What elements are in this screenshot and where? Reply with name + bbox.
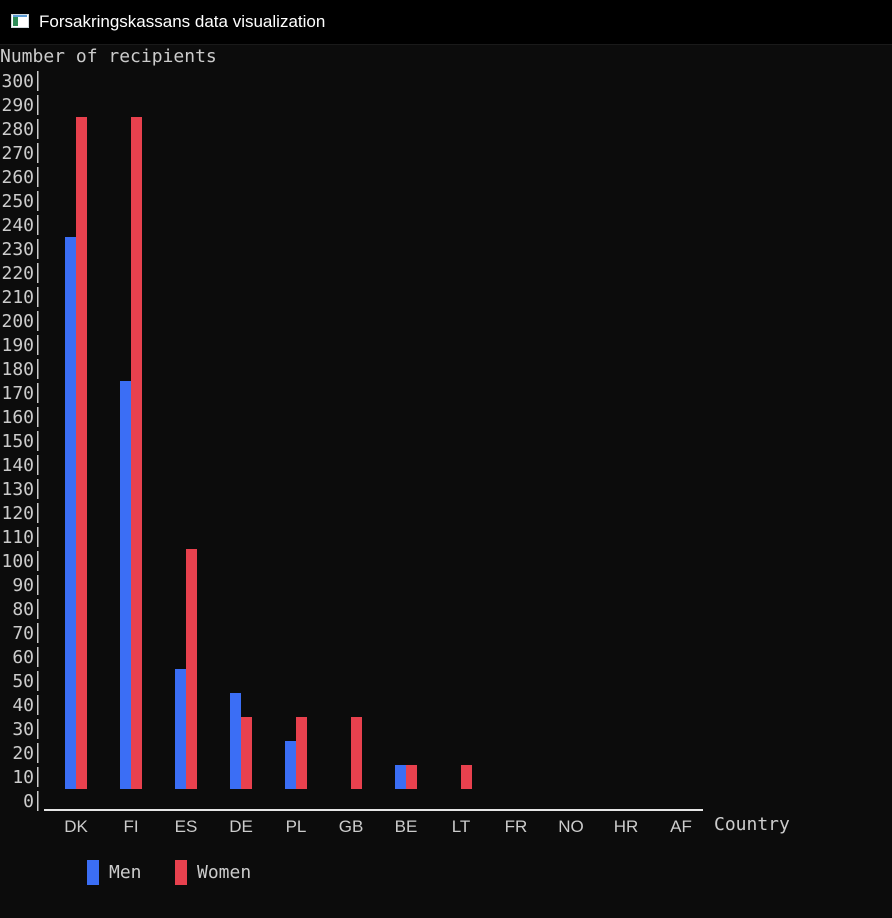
y-tick-mark <box>37 791 39 811</box>
y-tick-mark <box>37 167 39 187</box>
y-tick-mark <box>37 599 39 619</box>
y-tick-mark <box>37 359 39 379</box>
y-tick-mark <box>37 311 39 331</box>
app-window-icon <box>11 14 29 28</box>
bar-women-dk <box>76 117 87 789</box>
y-tick-mark <box>37 719 39 739</box>
y-tick-mark <box>37 527 39 547</box>
y-tick-label: 40 <box>12 695 34 716</box>
y-tick-mark <box>37 287 39 307</box>
x-tick-label: LT <box>452 817 471 836</box>
y-tick-label: 100 <box>1 551 34 572</box>
y-tick-label: 60 <box>12 647 34 668</box>
y-tick-label: 200 <box>1 311 34 332</box>
y-tick-mark <box>37 191 39 211</box>
y-tick-mark <box>37 71 39 91</box>
bar-women-be <box>406 765 417 789</box>
y-tick-mark <box>37 743 39 763</box>
y-tick-mark <box>37 263 39 283</box>
y-tick-label: 180 <box>1 359 34 380</box>
y-tick-label: 250 <box>1 191 34 212</box>
y-tick-label: 0 <box>23 791 34 812</box>
legend-swatch-men <box>87 860 99 885</box>
bar-men-be <box>395 765 406 789</box>
y-tick-label: 150 <box>1 431 34 452</box>
x-tick-label: HR <box>614 817 639 836</box>
y-tick-mark <box>37 479 39 499</box>
x-tick-label: DE <box>229 817 253 836</box>
y-tick-label: 270 <box>1 143 34 164</box>
legend-label-women: Women <box>197 862 252 883</box>
x-tick-label: NO <box>558 817 584 836</box>
y-tick-label: 90 <box>12 575 34 596</box>
legend-label-men: Men <box>109 862 142 883</box>
bar-women-pl <box>296 717 307 789</box>
y-tick-mark <box>37 383 39 403</box>
y-tick-label: 160 <box>1 407 34 428</box>
y-tick-label: 20 <box>12 743 34 764</box>
y-tick-mark <box>37 695 39 715</box>
y-tick-label: 240 <box>1 215 34 236</box>
x-tick-label: PL <box>286 817 307 836</box>
bar-women-es <box>186 549 197 789</box>
y-tick-mark <box>37 671 39 691</box>
bar-women-fi <box>131 117 142 789</box>
x-tick-label: AF <box>670 817 692 836</box>
y-tick-label: 280 <box>1 119 34 140</box>
x-tick-label: GB <box>339 817 364 836</box>
y-tick-label: 30 <box>12 719 34 740</box>
y-tick-label: 120 <box>1 503 34 524</box>
y-tick-mark <box>37 623 39 643</box>
y-tick-label: 140 <box>1 455 34 476</box>
y-tick-mark <box>37 647 39 667</box>
y-tick-mark <box>37 503 39 523</box>
title-bar[interactable]: Forsakringskassans data visualization <box>0 0 892 45</box>
window-title: Forsakringskassans data visualization <box>39 12 326 31</box>
y-tick-mark <box>37 335 39 355</box>
y-tick-mark <box>37 239 39 259</box>
y-tick-label: 50 <box>12 671 34 692</box>
y-tick-label: 130 <box>1 479 34 500</box>
y-tick-label: 290 <box>1 95 34 116</box>
x-axis-line <box>44 809 703 811</box>
y-tick-label: 190 <box>1 335 34 356</box>
x-tick-label: BE <box>395 817 418 836</box>
bar-men-pl <box>285 741 296 789</box>
y-tick-label: 10 <box>12 767 34 788</box>
y-tick-mark <box>37 575 39 595</box>
y-tick-mark <box>37 407 39 427</box>
bar-women-lt <box>461 765 472 789</box>
x-tick-label: FR <box>505 817 528 836</box>
y-tick-label: 80 <box>12 599 34 620</box>
y-tick-mark <box>37 431 39 451</box>
legend-swatch-women <box>175 860 187 885</box>
y-tick-label: 230 <box>1 239 34 260</box>
x-axis-label: Country <box>714 814 790 835</box>
bar-men-fi <box>120 381 131 789</box>
x-tick-label: FI <box>123 817 138 836</box>
bar-men-es <box>175 669 186 789</box>
bar-women-gb <box>351 717 362 789</box>
y-tick-label: 260 <box>1 167 34 188</box>
y-tick-label: 210 <box>1 287 34 308</box>
y-tick-label: 220 <box>1 263 34 284</box>
x-tick-label: DK <box>64 817 88 836</box>
x-tick-label: ES <box>175 817 198 836</box>
y-tick-mark <box>37 215 39 235</box>
y-tick-mark <box>37 119 39 139</box>
y-tick-label: 300 <box>1 71 34 92</box>
bar-men-dk <box>65 237 76 789</box>
y-tick-mark <box>37 95 39 115</box>
bar-women-de <box>241 717 252 789</box>
y-tick-label: 170 <box>1 383 34 404</box>
y-axis-label: Number of recipients <box>0 46 217 67</box>
y-tick-label: 70 <box>12 623 34 644</box>
bar-men-de <box>230 693 241 789</box>
y-tick-mark <box>37 551 39 571</box>
y-tick-mark <box>37 767 39 787</box>
y-tick-mark <box>37 455 39 475</box>
y-tick-mark <box>37 143 39 163</box>
y-tick-label: 110 <box>1 527 34 548</box>
